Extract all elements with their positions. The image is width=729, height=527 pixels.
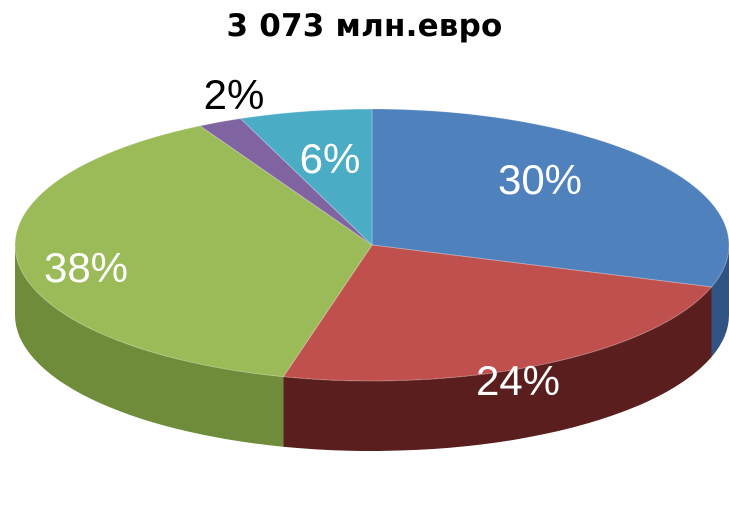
slice-label: 2% [204,71,265,118]
pie-slice-38pct [14,125,373,378]
slice-label: 30% [498,156,582,203]
pie-slice-6pct [239,108,373,247]
pie-side-30pct [711,245,729,358]
pie-slice-24pct [282,244,713,382]
pie-side-walls [15,245,729,451]
slice-label: 38% [44,244,128,291]
chart-title: 3 073 млн.евро [226,8,503,44]
pie-side-38pct [15,245,284,447]
pie-slices [14,108,729,382]
pie-side-24pct [283,287,712,451]
pie-labels: 30% 24% 38% 2% 6% [44,71,582,404]
pie-slice-30pct [371,108,729,288]
slice-label: 6% [300,135,361,182]
pie-slice-2pct [198,118,373,246]
slice-label: 24% [476,357,560,404]
